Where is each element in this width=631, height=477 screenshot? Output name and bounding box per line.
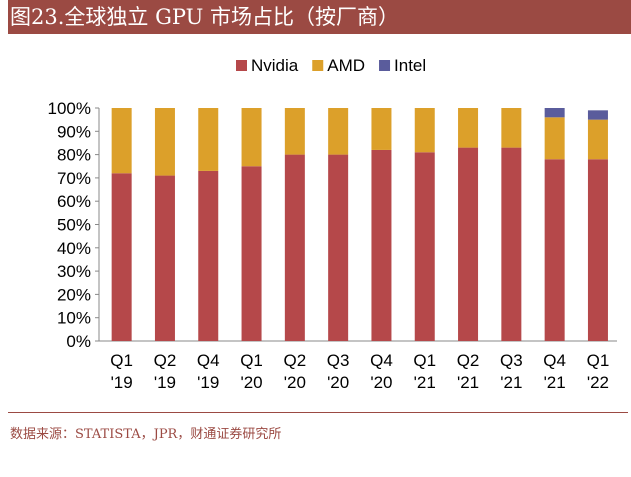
bar-nvidia (414, 152, 435, 341)
x-tick-label: '20 (327, 373, 349, 392)
bar-amd (458, 108, 479, 148)
x-tick-label: '19 (111, 373, 133, 392)
bar-amd (544, 117, 565, 160)
legend-swatch-intel (379, 60, 391, 71)
bar-amd (111, 108, 132, 174)
x-tick-label: '21 (544, 373, 566, 392)
bar-nvidia (198, 170, 219, 341)
y-tick-label: 0% (66, 332, 91, 351)
x-tick-label: '20 (370, 373, 392, 392)
x-tick-label: Q4 (543, 351, 566, 370)
bar-amd (284, 108, 305, 155)
bar-amd (328, 108, 349, 155)
bar-amd (414, 108, 435, 153)
x-tick-label: Q3 (327, 351, 350, 370)
x-tick-label: Q3 (500, 351, 523, 370)
bar-nvidia (284, 154, 305, 341)
stacked-bar-chart: 0% 10% 20% 30% 40% 50% 60% 70% 80% 90% 100% Q1 '19 Q2… (48, 56, 617, 392)
figure-title: 图23.全球独立 GPU 市场占比（按厂商） (8, 0, 631, 34)
bar-amd (501, 108, 522, 148)
y-tick-label: 60% (57, 192, 91, 211)
y-tick-label: 70% (57, 169, 91, 188)
legend-swatch-nvidia (236, 60, 247, 71)
bar-nvidia (371, 149, 392, 341)
bar-nvidia (501, 147, 522, 341)
y-tick-label: 40% (57, 239, 91, 258)
x-tick-label: '19 (154, 373, 176, 392)
bar-nvidia (587, 159, 608, 341)
y-tick-label: 30% (57, 262, 91, 281)
bar-amd (587, 119, 608, 160)
bar-amd (198, 108, 219, 171)
x-tick-label: '21 (414, 373, 436, 392)
x-tick-label: Q4 (197, 351, 220, 370)
x-tick-label: '20 (284, 373, 306, 392)
x-tick-label: Q1 (110, 351, 133, 370)
x-tick-label: '22 (587, 373, 609, 392)
y-tick-label: 20% (57, 285, 91, 304)
x-tick-label: Q1 (587, 351, 610, 370)
legend-swatch-amd (312, 60, 324, 71)
legend-label-intel: Intel (394, 56, 426, 75)
bar-nvidia (241, 166, 262, 341)
bar-nvidia (111, 173, 132, 341)
legend-label-nvidia: Nvidia (251, 56, 299, 75)
y-tick-label: 90% (57, 122, 91, 141)
x-tick-label: '21 (500, 373, 522, 392)
x-tick-label: '19 (197, 373, 219, 392)
bar-intel (587, 110, 608, 120)
x-tick-label: '20 (240, 373, 262, 392)
bar-amd (241, 108, 262, 167)
bar-nvidia (544, 159, 565, 341)
source-note: 数据来源：STATISTA，JPR，财通证券研究所 (10, 427, 282, 442)
y-tick-label: 80% (57, 146, 91, 165)
x-tick-label: Q1 (240, 351, 263, 370)
bar-amd (154, 108, 175, 176)
bar-nvidia (154, 175, 175, 341)
y-tick-label: 10% (57, 309, 91, 328)
x-tick-label: Q4 (370, 351, 393, 370)
bar-amd (371, 108, 392, 150)
y-tick-label: 50% (57, 216, 91, 235)
bar-nvidia (328, 154, 349, 341)
x-tick-label: Q2 (284, 351, 307, 370)
x-tick-label: Q1 (413, 351, 436, 370)
y-tick-label: 100% (48, 99, 91, 118)
source-divider (8, 412, 628, 413)
bar-intel (544, 108, 565, 118)
legend-label-amd: AMD (327, 56, 365, 75)
x-tick-label: '21 (457, 373, 479, 392)
x-tick-label: Q2 (154, 351, 177, 370)
bar-nvidia (458, 147, 479, 341)
x-tick-label: Q2 (457, 351, 480, 370)
